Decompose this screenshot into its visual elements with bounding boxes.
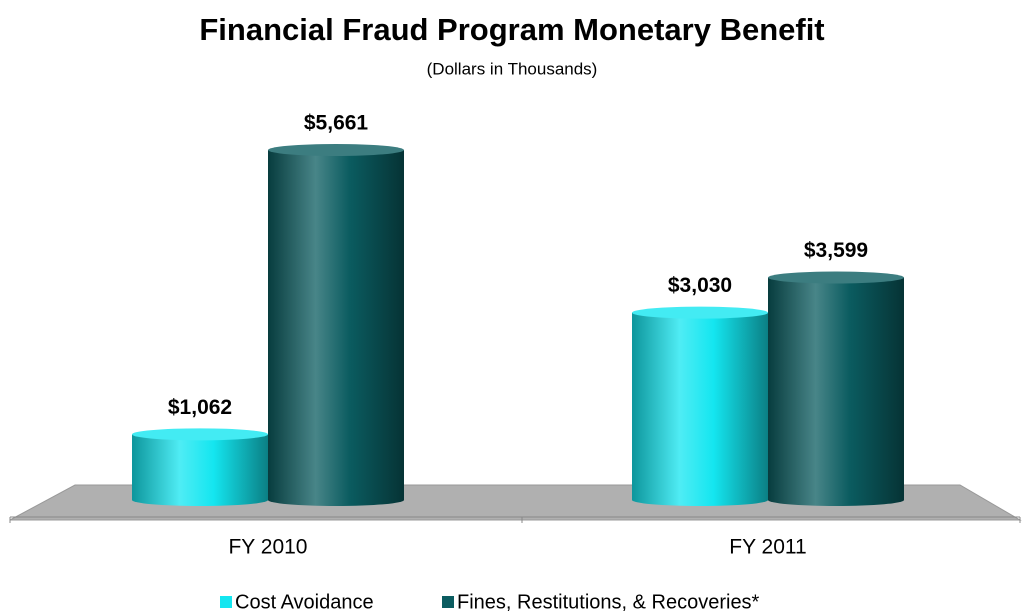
legend-swatch <box>220 596 232 608</box>
chart-subtitle: (Dollars in Thousands) <box>427 59 598 78</box>
x-tick-label: FY 2010 <box>228 536 307 559</box>
legend-swatch <box>442 596 454 608</box>
legend-label: Cost Avoidance <box>235 591 374 613</box>
bar-top <box>132 428 268 441</box>
bar <box>768 277 904 500</box>
bar-top <box>768 271 904 284</box>
data-label: $3,030 <box>668 274 732 297</box>
legend-label: Fines, Restitutions, & Recoveries* <box>457 591 760 613</box>
bar <box>268 150 404 500</box>
data-label: $1,062 <box>168 396 232 419</box>
data-label: $3,599 <box>804 239 868 262</box>
chart-title: Financial Fraud Program Monetary Benefit <box>199 12 824 47</box>
x-tick-label: FY 2011 <box>729 536 806 559</box>
bar-top <box>632 306 768 319</box>
bar-top <box>268 144 404 156</box>
bar <box>632 312 768 500</box>
data-label: $5,661 <box>304 112 369 135</box>
bar <box>132 434 268 500</box>
